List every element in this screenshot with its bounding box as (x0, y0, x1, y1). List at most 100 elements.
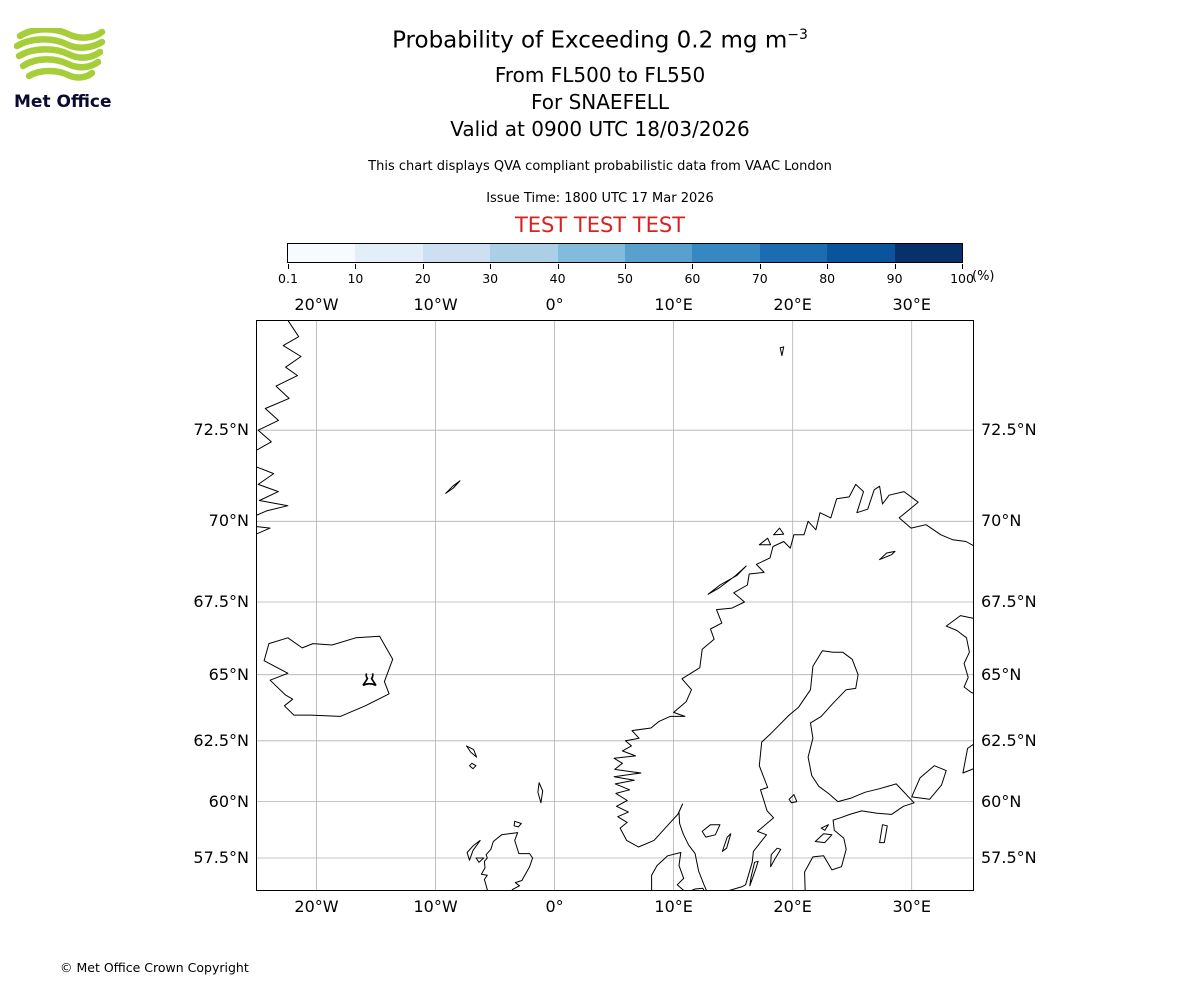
met-office-logo-waves (13, 26, 106, 81)
colorbar-tick-label: 40 (549, 271, 566, 286)
volcano-marker-snaefell (362, 672, 377, 687)
coastline-lake_vanern (701, 824, 721, 838)
colorbar-tick-label: 60 (684, 271, 701, 286)
colorbar (287, 243, 963, 263)
volcano-marker-stroke (362, 672, 369, 686)
coastline-scandinavia (613, 483, 976, 893)
lat-label-left: 72.5°N (193, 420, 249, 440)
colorbar-tick-label: 10 (347, 271, 364, 286)
lon-label-top: 10°E (654, 295, 693, 314)
colorbar-segment (759, 244, 828, 262)
colorbar-tick-label: 90 (886, 271, 903, 286)
lon-label-top: 20°W (294, 295, 339, 314)
copyright-text: © Met Office Crown Copyright (60, 960, 249, 975)
colorbar-ticks: 0.1 10 20 30 40 50 60 70 80 90 100 (278, 243, 987, 291)
coastline-saaremaa (814, 833, 833, 844)
lat-label-right: 65°N (981, 664, 1022, 684)
colorbar-tick-label: 70 (751, 271, 768, 286)
coastline-hiiumaa (820, 824, 829, 831)
coastline-denmark (651, 852, 685, 893)
colorbar-tick-label: 20 (414, 271, 431, 286)
coastline-shetland (537, 782, 544, 804)
lat-label-left: 65°N (208, 664, 249, 684)
lon-label-top: 30°E (892, 295, 931, 314)
chart-title-exponent: −3 (787, 27, 808, 43)
colorbar-tick (962, 264, 963, 269)
subtitle-valid-time: Valid at 0900 UTC 18/03/2026 (450, 117, 750, 141)
map-canvas (254, 318, 976, 893)
colorbar-tick (288, 264, 289, 269)
colorbar-segment (355, 244, 424, 262)
colorbar-tick-label: 0.1 (278, 271, 298, 286)
lat-label-left: 57.5°N (193, 848, 249, 867)
lon-label-top: 20°E (773, 295, 812, 314)
colorbar-tick (355, 264, 357, 269)
lat-label-left: 70°N (208, 511, 249, 531)
issue-time: Issue Time: 1800 UTC 17 Mar 2026 (486, 191, 714, 206)
lat-label-left: 62.5°N (193, 730, 249, 750)
met-office-logo-text: Met Office (14, 92, 112, 112)
lat-label-right: 67.5°N (981, 592, 1037, 612)
colorbar-tick-label: 30 (482, 271, 499, 286)
met-office-logo: Met Office (13, 26, 124, 112)
lon-label-bottom: 10°W (413, 897, 458, 916)
colorbar-tick (692, 264, 694, 269)
coastline-jan_mayen (445, 480, 461, 494)
colorbar-tick (625, 264, 626, 269)
lon-label-bottom: 20°W (294, 897, 339, 916)
colorbar-tick (827, 264, 829, 269)
compliance-note: This chart displays QVA compliant probab… (368, 159, 832, 174)
coastline-greenland (254, 318, 302, 536)
subtitle-volcano-name: For SNAEFELL (530, 90, 669, 114)
coastline-lake_ladoga (911, 765, 947, 800)
coastline-aland (788, 794, 798, 804)
lon-label-top: 0° (545, 295, 564, 314)
colorbar-segment (288, 244, 357, 262)
coastline-outer_hebrides (466, 839, 481, 861)
lon-label-bottom: 0° (545, 897, 564, 916)
colorbar-segment (827, 244, 896, 262)
coastline-kola_white_sea (945, 615, 976, 695)
coastline-lake_onega (962, 742, 976, 774)
colorbar-segment (894, 244, 962, 262)
colorbar-tick-label: 80 (819, 271, 836, 286)
coastline-orkney (513, 820, 522, 828)
lat-label-right: 72.5°N (981, 420, 1037, 440)
coastline-lake_peipus (879, 824, 888, 844)
coastline-oland (749, 860, 759, 887)
lon-label-bottom: 10°E (654, 897, 693, 916)
coastline-scotland (480, 832, 534, 893)
coastline-senja (758, 537, 772, 546)
coastline-skye (475, 857, 485, 863)
lat-label-left: 67.5°N (193, 592, 249, 612)
colorbar-tick (894, 264, 896, 269)
coastline-faroes_north (466, 745, 478, 758)
colorbar-unit-label: (%) (972, 269, 995, 284)
colorbar-tick-label: 50 (617, 271, 633, 286)
colorbar-segment (557, 244, 626, 262)
colorbar-tick-label: 100 (950, 271, 974, 286)
map (254, 318, 976, 893)
coastline-lofoten (707, 565, 747, 595)
colorbar-tick (759, 264, 761, 269)
coastline-baltic (724, 650, 915, 893)
coastline-gotland (770, 847, 782, 868)
volcano-marker-stroke (370, 672, 377, 686)
lat-label-right: 60°N (981, 791, 1022, 811)
coastline-kvaloya (773, 527, 785, 536)
colorbar-tick (422, 264, 424, 269)
coastline-iceland (263, 635, 394, 717)
lat-label-right: 57.5°N (981, 848, 1037, 867)
coastline-faroes_south (469, 762, 477, 770)
colorbar-segment (692, 244, 761, 262)
coastline-lake_inari (879, 550, 896, 561)
colorbar-segment (490, 244, 559, 262)
subtitle-flight-levels: From FL500 to FL550 (494, 63, 706, 87)
chart-title-text: Probability of Exceeding 0.2 mg m (392, 27, 788, 54)
colorbar-segment (625, 244, 694, 262)
colorbar-segment (422, 244, 491, 262)
test-banner: TEST TEST TEST (514, 213, 686, 237)
lon-label-top: 10°W (413, 295, 458, 314)
colorbar-tick (490, 264, 492, 269)
